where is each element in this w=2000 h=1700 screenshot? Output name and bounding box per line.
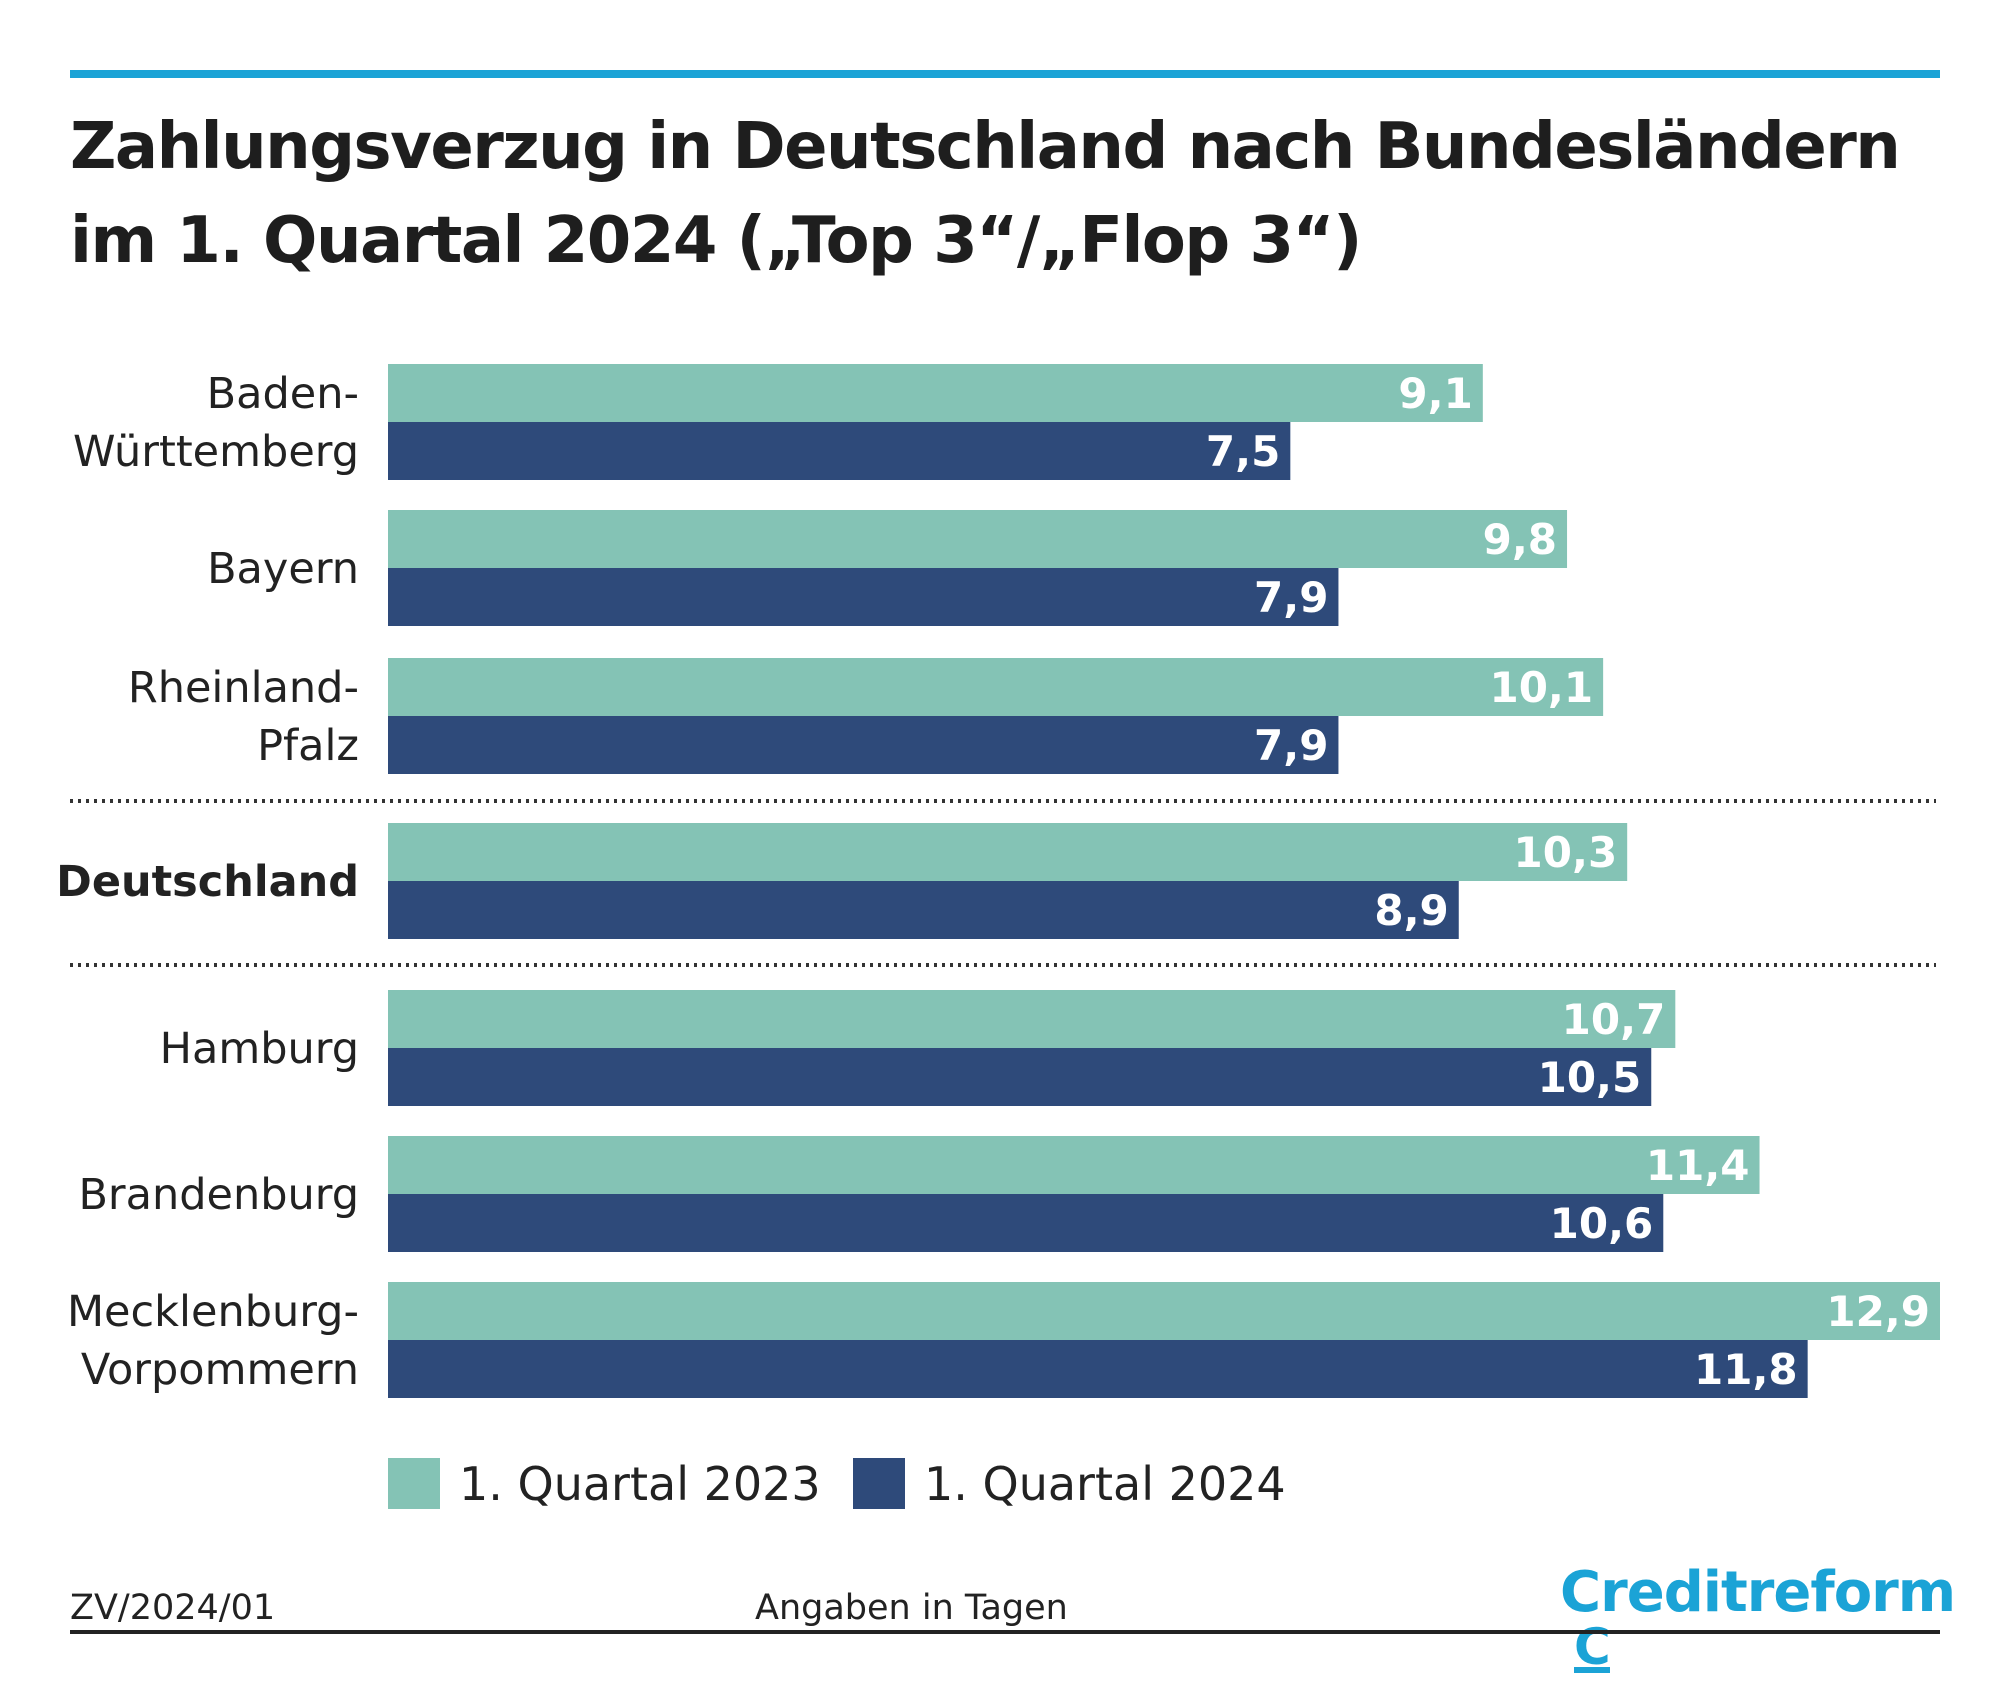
category-label: Hamburg [160,1024,359,1074]
bar [388,422,1291,480]
bar [388,716,1339,774]
creditreform-logo: CreditreformC [1560,1560,1956,1676]
category-label: Württemberg [73,427,359,477]
legend-label: 1. Quartal 2024 [924,1457,1286,1511]
title-line-2: im 1. Quartal 2024 („Top 3“/„Flop 3“) [70,204,1362,278]
data-label: 12,9 [1826,1287,1930,1336]
data-label: 10,7 [1562,995,1666,1044]
legend-label: 1. Quartal 2023 [459,1457,821,1511]
chart-title: Zahlungsverzug in Deutschland nach Bunde… [70,100,1901,288]
bar [388,1136,1760,1194]
data-label: 10,3 [1514,828,1618,877]
bar [388,568,1339,626]
category-label: Baden- [207,369,359,419]
data-label: 7,9 [1254,573,1328,622]
data-label: 10,1 [1489,663,1593,712]
category-label: Vorpommern [81,1345,359,1395]
bar [388,1340,1808,1398]
bar [388,658,1604,716]
title-line-1: Zahlungsverzug in Deutschland nach Bunde… [70,110,1901,184]
category-label: Rheinland- [128,663,359,713]
unit-note: Angaben in Tagen [755,1588,1068,1628]
category-label: Bayern [207,544,359,594]
bar [388,823,1628,881]
data-label: 7,9 [1254,721,1328,770]
data-label: 8,9 [1374,886,1448,935]
chart-code: ZV/2024/01 [70,1588,276,1628]
legend-swatch [853,1458,905,1509]
top-accent-line [70,70,1940,78]
bottom-rule [70,1630,1940,1634]
bar [388,510,1568,568]
category-label: Deutschland [56,857,359,907]
bar [388,1282,1940,1340]
category-label: Pfalz [257,721,359,771]
bar [388,1048,1652,1106]
bar [388,364,1483,422]
data-label: 11,4 [1646,1141,1750,1190]
data-label: 9,8 [1483,515,1557,564]
legend-swatch [388,1458,440,1509]
category-label: Mecklenburg- [67,1287,359,1337]
data-label: 9,1 [1398,369,1472,418]
bar [388,1194,1664,1252]
category-label: Brandenburg [78,1170,359,1220]
data-label: 10,6 [1550,1199,1654,1248]
bar [388,990,1676,1048]
bar [388,881,1459,939]
data-label: 7,5 [1206,427,1280,476]
data-label: 11,8 [1694,1345,1798,1394]
data-label: 10,5 [1538,1053,1642,1102]
